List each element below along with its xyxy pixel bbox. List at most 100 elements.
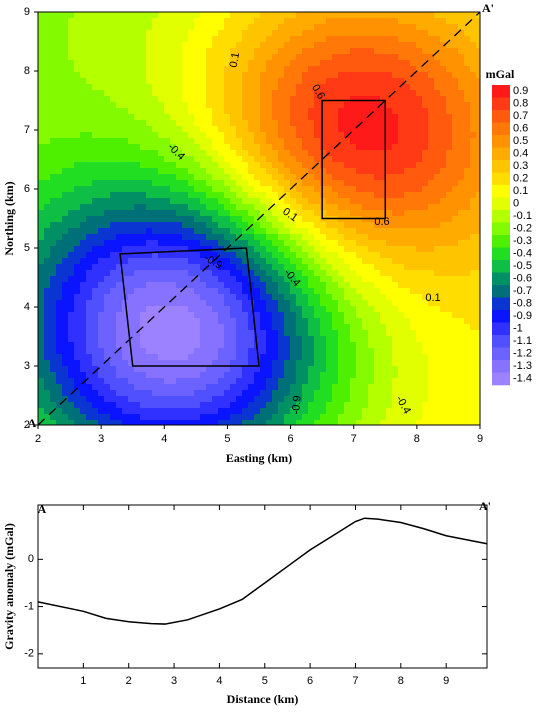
field-cell [464, 324, 471, 331]
field-cell [98, 162, 105, 169]
field-cell [194, 324, 201, 331]
field-cell [446, 204, 453, 211]
field-cell [266, 198, 273, 205]
field-cell [440, 246, 447, 253]
field-cell [104, 354, 111, 361]
field-cell [110, 66, 117, 73]
field-cell [188, 240, 195, 247]
field-cell [212, 204, 219, 211]
field-cell [62, 72, 69, 79]
field-cell [272, 348, 279, 355]
field-cell [356, 96, 363, 103]
field-cell [68, 246, 75, 253]
field-cell [92, 414, 99, 421]
field-cell [194, 372, 201, 379]
field-cell [38, 18, 45, 25]
field-cell [440, 210, 447, 217]
field-cell [248, 336, 255, 343]
field-cell [338, 258, 345, 265]
field-cell [296, 354, 303, 361]
field-cell [344, 126, 351, 133]
field-cell [458, 132, 465, 139]
field-cell [86, 96, 93, 103]
field-cell [200, 216, 207, 223]
field-cell [80, 186, 87, 193]
field-cell [302, 348, 309, 355]
field-cell [188, 360, 195, 367]
field-cell [416, 96, 423, 103]
field-cell [92, 390, 99, 397]
field-cell [464, 36, 471, 43]
field-cell [326, 348, 333, 355]
field-cell [374, 192, 381, 199]
field-cell [164, 30, 171, 37]
field-cell [326, 246, 333, 253]
field-cell [296, 414, 303, 421]
field-cell [284, 414, 291, 421]
field-cell [338, 96, 345, 103]
field-cell [446, 330, 453, 337]
field-cell [236, 78, 243, 85]
field-cell [212, 72, 219, 79]
field-cell [422, 156, 429, 163]
field-cell [428, 246, 435, 253]
field-cell [182, 108, 189, 115]
field-cell [104, 372, 111, 379]
field-cell [134, 120, 141, 127]
field-cell [290, 300, 297, 307]
field-cell [422, 84, 429, 91]
field-cell [428, 144, 435, 151]
field-cell [74, 402, 81, 409]
field-cell [446, 54, 453, 61]
field-cell [146, 186, 153, 193]
field-cell [62, 282, 69, 289]
field-cell [224, 78, 231, 85]
field-cell [440, 138, 447, 145]
field-cell [170, 402, 177, 409]
field-cell [368, 270, 375, 277]
field-cell [62, 138, 69, 145]
field-cell [200, 366, 207, 373]
field-cell [68, 48, 75, 55]
field-cell [128, 150, 135, 157]
field-cell [116, 180, 123, 187]
field-cell [392, 144, 399, 151]
field-cell [86, 24, 93, 31]
field-cell [80, 126, 87, 133]
field-cell [356, 234, 363, 241]
field-cell [422, 300, 429, 307]
field-cell [392, 132, 399, 139]
field-cell [452, 150, 459, 157]
field-cell [374, 264, 381, 271]
field-cell [68, 192, 75, 199]
field-cell [104, 258, 111, 265]
field-cell [116, 222, 123, 229]
field-cell [434, 168, 441, 175]
field-cell [344, 24, 351, 31]
field-cell [452, 102, 459, 109]
field-cell [248, 396, 255, 403]
field-cell [434, 240, 441, 247]
field-cell [458, 336, 465, 343]
field-cell [284, 144, 291, 151]
field-cell [134, 246, 141, 253]
field-cell [200, 108, 207, 115]
field-cell [350, 24, 357, 31]
field-cell [218, 372, 225, 379]
field-cell [164, 408, 171, 415]
field-cell [446, 288, 453, 295]
field-cell [308, 54, 315, 61]
field-cell [44, 198, 51, 205]
field-cell [404, 204, 411, 211]
field-cell [386, 324, 393, 331]
field-cell [410, 180, 417, 187]
field-cell [350, 48, 357, 55]
field-cell [224, 66, 231, 73]
field-cell [404, 186, 411, 193]
field-cell [50, 276, 57, 283]
field-cell [464, 168, 471, 175]
field-cell [260, 276, 267, 283]
field-cell [152, 276, 159, 283]
field-cell [290, 54, 297, 61]
field-cell [452, 408, 459, 415]
